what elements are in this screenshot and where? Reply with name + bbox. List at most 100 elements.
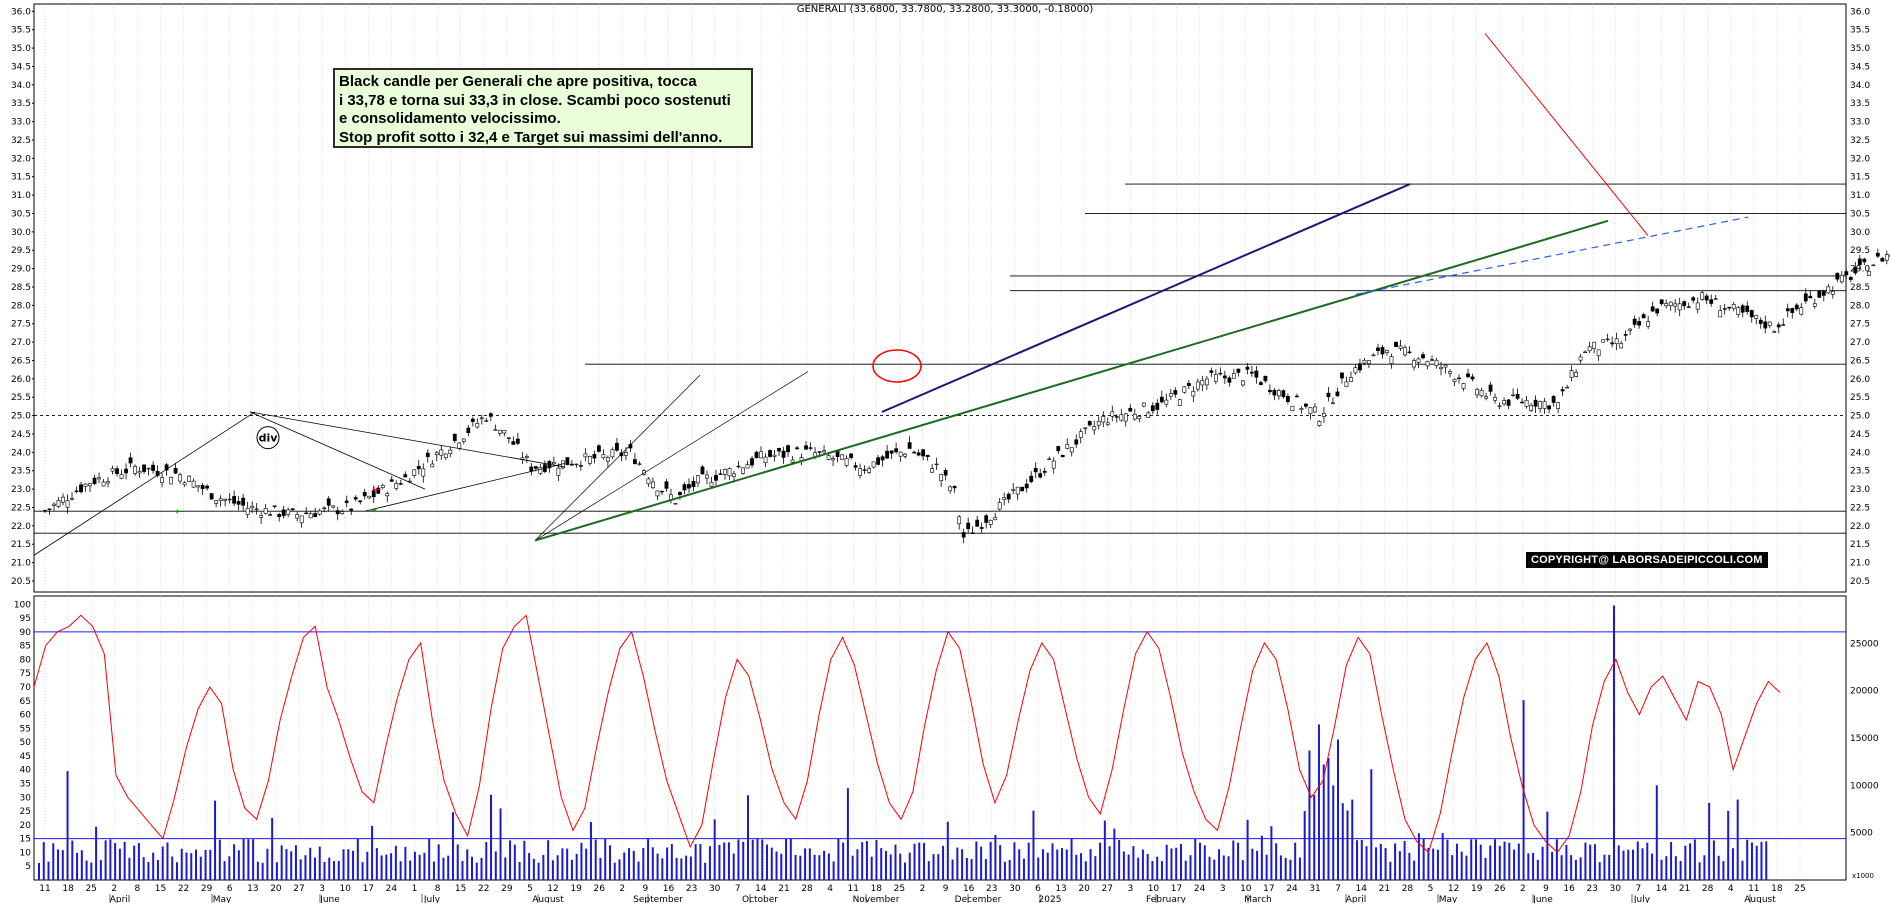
candle-body (246, 508, 249, 514)
volume-bar (43, 842, 45, 880)
volume-bar (1013, 842, 1015, 880)
oscillator-panel (34, 605, 1846, 880)
volume-bar (343, 849, 345, 880)
volume-bar (1156, 857, 1158, 880)
x-day-label: 9 (643, 884, 649, 894)
candle-body (728, 469, 731, 476)
candle-body (1615, 339, 1618, 344)
candle-body (1196, 382, 1199, 389)
x-day-label: 7 (735, 884, 741, 894)
candle-body (426, 453, 429, 457)
candle-body (971, 533, 974, 534)
candle-body (818, 452, 821, 453)
candle-body (1457, 378, 1460, 379)
volume-bar (1451, 855, 1453, 880)
candle-body (809, 448, 812, 449)
volume-bar (1370, 769, 1372, 880)
candle-body (1106, 423, 1109, 425)
volume-bar (1518, 844, 1520, 880)
candle-body (1255, 371, 1258, 377)
volume-bar (1589, 845, 1591, 880)
candle-body (1444, 365, 1447, 367)
candle-body (665, 482, 668, 489)
candle-body (989, 520, 992, 524)
candle-body (462, 439, 465, 442)
candle-body (777, 448, 780, 451)
volume-bar (447, 856, 449, 880)
osc-tick-left: 10 (20, 848, 32, 858)
candle-body (1192, 391, 1195, 396)
x-day-label: 25 (85, 884, 96, 894)
volume-bar (695, 844, 697, 880)
volume-bar (1642, 848, 1644, 880)
candle-body (1710, 300, 1713, 304)
candle-body (1732, 304, 1735, 308)
x-day-label: 31 (1309, 884, 1320, 894)
volume-bar (62, 850, 64, 880)
volume-bar (1242, 860, 1244, 880)
candle-body (1259, 382, 1262, 384)
candle-body (305, 513, 308, 514)
candle-body (1430, 360, 1433, 361)
volume-bar (894, 845, 896, 880)
candle-body (228, 499, 231, 500)
candle-body (980, 527, 983, 528)
volume-bar (200, 857, 202, 880)
price-tick-left: 32.5 (11, 136, 31, 146)
candle-body (1412, 361, 1415, 367)
x-day-label: 8 (435, 884, 441, 894)
note-line-4: Stop profit sotto i 32,4 e Target sui ma… (339, 129, 747, 148)
volume-bar (671, 844, 673, 880)
volume-bar (1418, 833, 1420, 880)
volume-tick-right: 20000 (1850, 687, 1879, 697)
volume-bar (1485, 858, 1487, 880)
volume-bar (528, 853, 530, 880)
price-tick-left: 29.0 (11, 265, 31, 275)
candle-body (732, 474, 735, 477)
candle-body (1453, 379, 1456, 381)
volume-bar (1223, 855, 1225, 880)
volume-bar (1375, 847, 1377, 880)
candle-body (831, 459, 834, 460)
candle-body (926, 455, 929, 456)
price-tick-right: 32.5 (1850, 136, 1870, 146)
price-panel: div→←← (34, 33, 1890, 592)
candle-body (1228, 378, 1231, 382)
osc-tick-left: 20 (20, 821, 32, 831)
candle-body (773, 455, 776, 456)
volume-bar (1351, 800, 1353, 880)
candle-body (57, 500, 60, 506)
volume-bar (1651, 854, 1653, 880)
candle-body (142, 465, 145, 472)
volume-bar (233, 844, 235, 880)
volume-bar (219, 840, 221, 880)
volume-bar (323, 862, 325, 880)
candle-body (1502, 401, 1505, 404)
candle-body (1746, 306, 1749, 312)
candle-body (1187, 383, 1190, 385)
volume-bar (956, 848, 958, 880)
candle-body (1620, 343, 1623, 348)
volume-bar (1442, 833, 1444, 880)
candle-body (588, 456, 591, 463)
candle-body (1394, 342, 1397, 347)
x-day-label: 27 (1102, 884, 1113, 894)
price-frame (34, 4, 1846, 592)
x-day-label: 6 (227, 884, 233, 894)
candle-body (1516, 394, 1519, 398)
volume-bar (1251, 849, 1253, 880)
candle-body (692, 481, 695, 487)
candle-body (1381, 347, 1384, 354)
x-day-label: 7 (1335, 884, 1341, 894)
volume-bar (761, 840, 763, 880)
volume-bar (1294, 843, 1296, 880)
volume-bar (504, 857, 506, 880)
volume-bar (580, 843, 582, 880)
volume-bar (1247, 820, 1249, 880)
candle-body (332, 506, 335, 507)
x-day-label: 2 (1520, 884, 1526, 894)
candle-body (1755, 315, 1758, 318)
candle-body (1241, 381, 1244, 385)
volume-bar (799, 856, 801, 880)
volume-bar (533, 859, 535, 880)
